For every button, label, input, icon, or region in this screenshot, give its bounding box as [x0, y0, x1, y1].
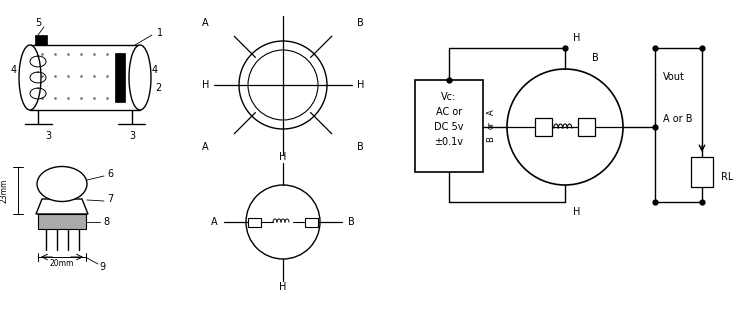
Bar — [535, 118, 552, 136]
Text: ±0.1v: ±0.1v — [434, 137, 463, 147]
Text: H: H — [202, 80, 209, 90]
Text: H: H — [279, 152, 287, 162]
Text: 4: 4 — [152, 65, 158, 75]
Text: B: B — [486, 136, 495, 142]
Bar — [691, 157, 713, 187]
Text: H: H — [573, 207, 580, 217]
Text: B: B — [348, 217, 355, 227]
Text: DC 5v: DC 5v — [434, 122, 463, 132]
Text: A: A — [486, 109, 495, 115]
Text: B: B — [357, 18, 364, 28]
Text: H: H — [357, 80, 364, 90]
Text: H: H — [573, 33, 580, 43]
Text: 9: 9 — [99, 262, 105, 272]
Ellipse shape — [37, 166, 87, 202]
Bar — [35, 35, 47, 45]
Text: A: A — [203, 18, 209, 28]
Ellipse shape — [19, 45, 41, 110]
Text: 23mm: 23mm — [0, 179, 8, 203]
Text: AC or: AC or — [436, 107, 462, 117]
Text: B: B — [592, 53, 598, 63]
Text: A: A — [203, 142, 209, 152]
Bar — [578, 118, 595, 136]
Ellipse shape — [129, 45, 151, 110]
Text: 5: 5 — [35, 18, 41, 28]
Text: RL: RL — [721, 172, 733, 182]
Text: Vout: Vout — [663, 72, 685, 82]
Text: 6: 6 — [107, 169, 113, 179]
Text: 3: 3 — [129, 131, 135, 141]
Text: Vc:: Vc: — [441, 92, 457, 102]
Text: H: H — [279, 282, 287, 292]
Text: 4: 4 — [11, 65, 17, 75]
Text: A or B: A or B — [663, 114, 693, 124]
Text: 8: 8 — [103, 217, 109, 227]
Text: 2: 2 — [155, 83, 161, 92]
Text: B: B — [357, 142, 364, 152]
Text: 7: 7 — [107, 194, 113, 204]
Bar — [415, 80, 483, 172]
Text: 20mm: 20mm — [50, 260, 74, 268]
Bar — [30, 45, 140, 110]
Bar — [115, 53, 125, 102]
Bar — [38, 214, 86, 229]
Text: 1: 1 — [157, 28, 163, 38]
Text: or: or — [486, 121, 495, 129]
Bar — [305, 218, 318, 227]
Bar — [248, 218, 261, 227]
Polygon shape — [36, 199, 88, 214]
Text: A: A — [212, 217, 218, 227]
Text: 3: 3 — [45, 131, 51, 141]
